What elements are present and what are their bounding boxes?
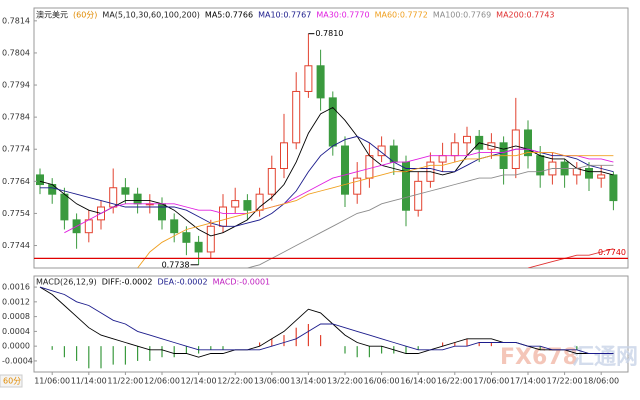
candle-body: [121, 187, 130, 195]
legend-entry: DIFF:-0.0002: [102, 278, 153, 287]
candle-body: [524, 129, 532, 157]
ma-line: [64, 148, 614, 234]
candle-body: [438, 155, 447, 163]
x-tick-label: 11/22:00: [107, 377, 143, 386]
candle-body: [463, 135, 471, 144]
y-tick-label: 0.7744: [2, 241, 30, 250]
main-frame: [33, 7, 629, 269]
macd-y-tick-label: 0.0004: [2, 327, 30, 336]
y-tick-label: 0.7784: [2, 113, 30, 122]
legend-entry: MA30:0.7770: [316, 11, 369, 20]
y-tick-label: 0.7774: [2, 145, 30, 154]
y-tick-label: 0.7794: [2, 81, 30, 90]
candle-body: [414, 180, 423, 211]
ma-line: [137, 151, 614, 268]
macd-y-tick-label: 0.0008: [2, 312, 30, 321]
x-tick-label: 12/22:00: [217, 377, 253, 386]
macd-y-tick-label: 0.0000: [2, 342, 30, 351]
x-tick-label: 16/06:00: [364, 377, 400, 386]
x-tick-label: 12/14:00: [181, 377, 217, 386]
candle-body: [158, 203, 166, 221]
candle-body: [255, 193, 264, 211]
x-tick-label: 13/22:00: [327, 377, 363, 386]
candle-body: [267, 167, 276, 195]
candle-body: [219, 206, 227, 227]
min-label: 0.7738: [162, 260, 190, 269]
x-tick-label: 17/14:00: [510, 377, 546, 386]
candle-body: [170, 219, 179, 234]
candle-body: [60, 193, 69, 221]
macd-frame: [33, 275, 629, 373]
x-tick-label: 12/06:00: [144, 377, 180, 386]
x-tick-label: 11/14:00: [71, 377, 107, 386]
candle-body: [450, 142, 459, 157]
macd-title: MACD(26,12,9): [36, 278, 97, 287]
x-tick-label: 13/14:00: [290, 377, 326, 386]
candle-body: [316, 65, 325, 99]
candle-body: [182, 232, 191, 243]
candle-body: [304, 65, 313, 92]
candle-body: [194, 241, 203, 253]
ma-title: MA(5,10,30,60,100,200): [102, 11, 200, 20]
candle-body: [84, 219, 93, 234]
candle-body: [353, 177, 362, 195]
candle-body: [365, 155, 374, 179]
y-tick-label: 0.7764: [2, 177, 30, 186]
y-tick-label: 0.7754: [2, 209, 30, 218]
legend-entry: MA60:0.7772: [375, 11, 428, 20]
macd-y-tick-label: 0.0012: [2, 297, 30, 306]
legend-entry: MA200:0.7743: [496, 11, 554, 20]
ma-line: [527, 248, 614, 268]
macd-y-tick-label: 0.0016: [2, 283, 30, 292]
candle-body: [280, 142, 288, 169]
candle-body: [231, 200, 240, 208]
period-tab-label[interactable]: 60分: [3, 377, 21, 386]
x-tick-label: 17/22:00: [547, 377, 583, 386]
candle-body: [328, 97, 337, 147]
candle-body: [341, 145, 349, 195]
ma-line: [39, 106, 614, 237]
candle-body: [206, 225, 215, 253]
x-tick-label: 13/06:00: [254, 377, 290, 386]
candle-body: [377, 145, 386, 157]
watermark: 汇通网: [572, 345, 638, 370]
x-tick-label: 18/06:00: [583, 377, 619, 386]
chart-period: (60分): [73, 11, 97, 20]
candle-body: [585, 167, 593, 179]
legend-entry: MA5:0.7766: [205, 11, 253, 20]
candle-body: [133, 193, 142, 205]
legend-entry: MACD:-0.0001: [213, 278, 271, 287]
watermark: FX678: [500, 345, 578, 370]
y-tick-label: 0.7814: [2, 16, 30, 25]
x-tick-label: 16/22:00: [437, 377, 473, 386]
max-label: 0.7810: [315, 29, 343, 38]
candle-body: [292, 90, 301, 144]
legend-entry: MA100:0.7769: [433, 11, 491, 20]
support-label: 0.7740: [598, 248, 626, 257]
legend-entry: DEA:-0.0002: [157, 278, 207, 287]
legend-entry: MA10:0.7767: [258, 11, 311, 20]
x-tick-label: 17/06:00: [473, 377, 509, 386]
macd-line: [39, 286, 614, 354]
ma-line: [247, 164, 614, 268]
y-tick-label: 0.7804: [2, 48, 30, 57]
x-tick-label: 16/14:00: [400, 377, 436, 386]
x-tick-label: 11/06:00: [34, 377, 70, 386]
chart-title: 澳元美元: [36, 10, 68, 20]
macd-y-tick-label: -0.0004: [2, 356, 33, 365]
candle-body: [597, 174, 606, 179]
period-tab[interactable]: [0, 374, 23, 388]
candle-body: [402, 161, 410, 211]
candle-body: [609, 174, 618, 202]
candle-body: [243, 200, 252, 211]
candle-body: [36, 174, 44, 186]
